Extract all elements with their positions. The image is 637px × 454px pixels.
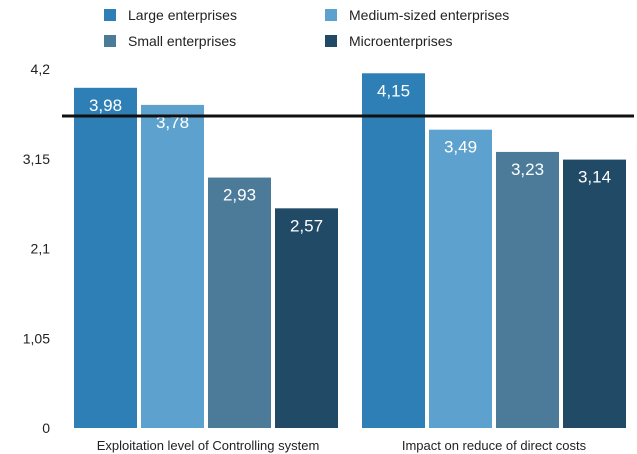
legend-label: Medium-sized enterprises — [349, 7, 509, 23]
bar-value-label: 2,93 — [223, 186, 256, 205]
bars: 3,98 3,78 2,93 2,57 4,15 3,49 3,23 3,14 — [74, 73, 626, 429]
legend-swatch — [104, 9, 116, 21]
bar — [74, 87, 137, 429]
x-axis: Exploitation level of Controlling system… — [97, 438, 587, 453]
bar — [208, 177, 271, 428]
bar-value-label: 4,15 — [377, 81, 410, 100]
bar — [275, 208, 338, 428]
legend-swatch — [325, 35, 337, 47]
legend-label: Microenterprises — [349, 33, 452, 49]
legend-label: Small enterprises — [128, 33, 236, 49]
bar-value-label: 3,23 — [511, 160, 544, 179]
y-tick-label: 2,1 — [31, 241, 51, 257]
bar — [429, 129, 492, 428]
bar — [496, 151, 559, 428]
y-tick-label: 4,2 — [31, 61, 51, 77]
bar — [141, 104, 204, 429]
bar-value-label: 2,57 — [290, 216, 323, 235]
y-tick-label: 1,05 — [23, 330, 50, 346]
bar-value-label: 3,98 — [89, 96, 122, 115]
bar-value-label: 3,14 — [578, 168, 611, 187]
legend-swatch — [325, 9, 337, 21]
bar — [563, 159, 626, 428]
y-tick-label: 3,15 — [23, 151, 50, 167]
bar-value-label: 3,49 — [444, 138, 477, 157]
x-category-label: Exploitation level of Controlling system — [97, 438, 320, 453]
x-category-label: Impact on reduce of direct costs — [402, 438, 587, 453]
bar — [362, 73, 425, 429]
chart-legend: Large enterprises Medium-sized enterprise… — [104, 7, 509, 49]
legend-label: Large enterprises — [128, 7, 237, 23]
bar-value-label: 3,78 — [156, 113, 189, 132]
y-axis: 0 1,05 2,1 3,15 4,2 — [23, 61, 50, 436]
legend-swatch — [104, 35, 116, 47]
y-tick-label: 0 — [42, 420, 50, 436]
